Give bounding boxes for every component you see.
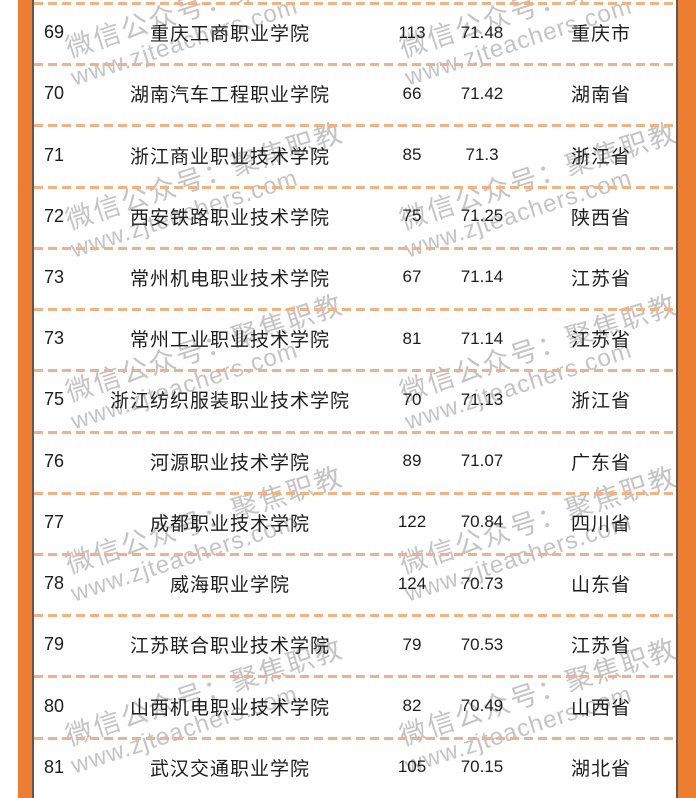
score-cell: 71.14 bbox=[460, 328, 504, 348]
score-cell: 70.53 bbox=[460, 634, 504, 654]
college-name-cell: 河源职业技术学院 bbox=[149, 452, 310, 474]
province-cell: 江苏省 bbox=[570, 268, 631, 290]
count-cell: 67 bbox=[402, 267, 422, 287]
count-cell: 75 bbox=[402, 206, 422, 226]
rank-cell: 78 bbox=[43, 573, 65, 594]
score-cell: 71.14 bbox=[460, 267, 504, 287]
province-cell: 江苏省 bbox=[570, 636, 631, 658]
table-right-border bbox=[676, 0, 678, 798]
table-row: 72 西安铁路职业技术学院 75 71.25 陕西省 bbox=[34, 185, 676, 247]
count-cell: 79 bbox=[402, 634, 422, 654]
college-name-cell: 威海职业学院 bbox=[169, 575, 290, 597]
table-left-border bbox=[32, 0, 34, 798]
college-name-cell: 武汉交通职业学院 bbox=[149, 758, 310, 780]
province-cell: 山西省 bbox=[570, 697, 631, 719]
table-row: 73 常州工业职业技术学院 81 71.14 江苏省 bbox=[34, 308, 676, 369]
province-cell: 重庆市 bbox=[570, 24, 631, 46]
rank-cell: 69 bbox=[43, 22, 65, 43]
count-cell: 124 bbox=[397, 573, 427, 593]
score-cell: 70.73 bbox=[460, 573, 504, 593]
college-name-cell: 重庆工商职业学院 bbox=[149, 24, 310, 46]
table-row: 70 湖南汽车工程职业学院 66 71.42 湖南省 bbox=[34, 63, 676, 124]
province-cell: 湖北省 bbox=[570, 758, 631, 780]
table-row: 80 山西机电职业技术学院 82 70.49 山西省 bbox=[34, 675, 676, 736]
right-accent-bar bbox=[678, 0, 696, 798]
province-cell: 浙江省 bbox=[570, 146, 631, 168]
score-cell: 71.3 bbox=[465, 145, 499, 165]
table-row: 76 河源职业技术学院 89 71.07 广东省 bbox=[34, 430, 676, 492]
count-cell: 105 bbox=[397, 757, 427, 777]
college-name-cell: 湖南汽车工程职业学院 bbox=[129, 85, 330, 107]
score-cell: 71.13 bbox=[460, 389, 504, 409]
province-cell: 浙江省 bbox=[570, 391, 631, 413]
table-row: 78 威海职业学院 124 70.73 山东省 bbox=[34, 552, 676, 614]
count-cell: 81 bbox=[402, 328, 422, 348]
score-cell: 71.25 bbox=[460, 206, 504, 226]
college-ranking-table: 69 重庆工商职业学院 113 71.48 重庆市 70 湖南汽车工程职业学院 … bbox=[34, 0, 676, 798]
table-row: 81 武汉交通职业学院 105 70.15 湖北省 bbox=[34, 736, 676, 798]
score-cell: 70.49 bbox=[460, 696, 504, 716]
score-cell: 71.07 bbox=[460, 451, 504, 471]
table-row: 69 重庆工商职业学院 113 71.48 重庆市 bbox=[34, 2, 676, 63]
rank-cell: 76 bbox=[43, 450, 65, 471]
table-row: 79 江苏联合职业技术学院 79 70.53 江苏省 bbox=[34, 614, 676, 675]
table-row: 71 浙江商业职业技术学院 85 71.3 浙江省 bbox=[34, 124, 676, 185]
count-cell: 89 bbox=[402, 451, 422, 471]
province-cell: 四川省 bbox=[570, 513, 631, 535]
count-cell: 122 bbox=[397, 512, 427, 532]
rank-cell: 73 bbox=[43, 266, 65, 287]
college-name-cell: 常州机电职业技术学院 bbox=[129, 268, 330, 290]
rank-cell: 73 bbox=[43, 328, 65, 349]
college-name-cell: 江苏联合职业技术学院 bbox=[129, 636, 330, 658]
rank-cell: 81 bbox=[43, 756, 65, 777]
score-cell: 70.15 bbox=[460, 757, 504, 777]
province-cell: 江苏省 bbox=[570, 330, 631, 352]
college-name-cell: 常州工业职业技术学院 bbox=[129, 330, 330, 352]
count-cell: 66 bbox=[402, 83, 422, 103]
province-cell: 山东省 bbox=[570, 575, 631, 597]
province-cell: 湖南省 bbox=[570, 85, 631, 107]
count-cell: 82 bbox=[402, 696, 422, 716]
count-cell: 70 bbox=[402, 389, 422, 409]
college-name-cell: 西安铁路职业技术学院 bbox=[129, 207, 330, 229]
rank-cell: 71 bbox=[43, 144, 65, 165]
college-name-cell: 成都职业技术学院 bbox=[149, 513, 310, 535]
rank-cell: 77 bbox=[43, 511, 65, 532]
table-row: 73 常州机电职业技术学院 67 71.14 江苏省 bbox=[34, 246, 676, 308]
rank-cell: 70 bbox=[43, 83, 65, 104]
count-cell: 113 bbox=[398, 22, 426, 42]
table-row: 77 成都职业技术学院 122 70.84 四川省 bbox=[34, 491, 676, 553]
score-cell: 71.48 bbox=[460, 22, 504, 42]
score-cell: 71.42 bbox=[460, 83, 504, 103]
rank-cell: 80 bbox=[43, 695, 65, 716]
college-name-cell: 浙江纺织服装职业技术学院 bbox=[109, 391, 350, 413]
province-cell: 陕西省 bbox=[570, 207, 631, 229]
college-name-cell: 山西机电职业技术学院 bbox=[129, 697, 330, 719]
rank-cell: 79 bbox=[43, 634, 65, 655]
rank-cell: 72 bbox=[43, 205, 65, 226]
count-cell: 85 bbox=[402, 145, 422, 165]
college-name-cell: 浙江商业职业技术学院 bbox=[129, 146, 330, 168]
score-cell: 70.84 bbox=[460, 512, 504, 532]
rank-cell: 75 bbox=[43, 389, 65, 410]
table-row: 75 浙江纺织服装职业技术学院 70 71.13 浙江省 bbox=[34, 369, 676, 430]
left-accent-bar bbox=[18, 0, 32, 798]
province-cell: 广东省 bbox=[570, 452, 631, 474]
